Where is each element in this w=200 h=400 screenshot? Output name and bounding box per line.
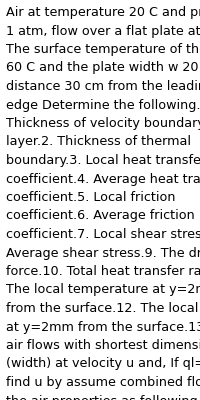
Text: Air at temperature 20 C and pressure
1 atm, flow over a flat plate at 3 m/s.
The: Air at temperature 20 C and pressure 1 a… [6,6,200,400]
